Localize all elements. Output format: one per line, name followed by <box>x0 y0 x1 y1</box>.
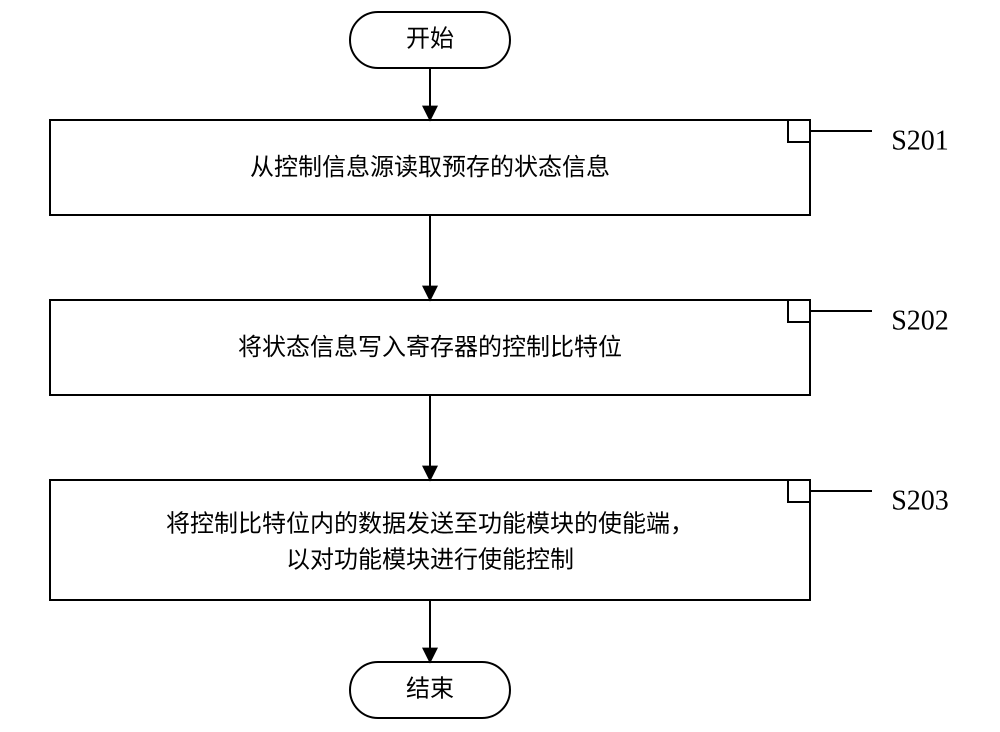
flowchart-canvas: 开始 S201 从控制信息源读取预存的状态信息 S202 将状态信息写入寄存器的控制比特… <box>0 0 1000 732</box>
process-s2-text: 将状态信息写入寄存器的控制比特位 <box>238 334 622 361</box>
process-s1-text: 从控制信息源读取预存的状态信息 <box>250 154 610 181</box>
end-node-text: 结束 <box>406 676 454 703</box>
start-node-text: 开始 <box>406 26 454 53</box>
step-label-s1: S201 <box>891 125 949 156</box>
step-label-s3: S203 <box>891 485 949 516</box>
step-label-s2: S202 <box>891 305 949 336</box>
process-s3-line2: 以对功能模块进行使能控制 <box>286 547 574 574</box>
process-s3-line1: 将控制比特位内的数据发送至功能模块的使能端， <box>166 511 694 538</box>
